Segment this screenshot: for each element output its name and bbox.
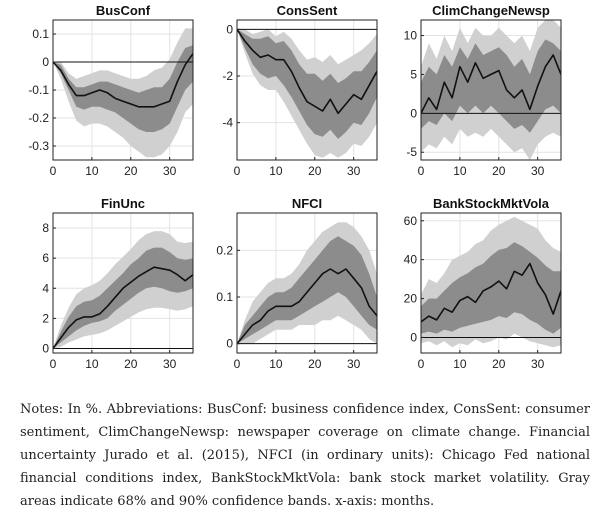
y-tick-label: 0 [226,337,233,351]
x-tick-label: 20 [124,164,138,178]
x-tick-label: 30 [347,357,361,371]
y-tick-label: 0.2 [216,243,233,257]
plot-area [421,20,561,160]
x-tick-label: 0 [234,164,241,178]
x-tick-label: 20 [492,357,506,371]
x-tick-label: 10 [453,357,467,371]
y-tick-label: 6 [42,251,49,265]
x-tick-label: 10 [85,357,99,371]
panel-conssent: 0 10 20 30 0 -2 -4 ConsSent [222,3,377,178]
x-tick-label: 20 [308,164,322,178]
y-tick-label: 40 [404,253,418,267]
plot-area [53,213,193,353]
plot-area [53,20,193,160]
y-tick-label: 8 [42,221,49,235]
y-tick-label: -0.3 [28,139,49,153]
y-tick-label: 4 [42,281,49,295]
panel-title: BusConf [96,3,151,18]
x-tick-label: 10 [85,164,99,178]
x-tick-label: 20 [308,357,322,371]
y-tick-label: 60 [404,214,418,228]
plot-area [237,213,377,353]
x-tick-label: 0 [50,164,57,178]
x-tick-label: 20 [124,357,138,371]
y-tick-label: 2 [42,311,49,325]
y-tick-label: 0.1 [32,27,49,41]
panel-busconf: 0 10 20 30 0.1 0 -0.1 -0.2 -0.3 BusConf [28,3,193,178]
x-tick-label: 20 [492,164,506,178]
y-tick-label: 20 [404,292,418,306]
y-tick-label: 0 [410,106,417,120]
x-tick-label: 10 [453,164,467,178]
x-tick-label: 30 [531,357,545,371]
panel-title: FinUnc [101,196,145,211]
plot-area [421,213,561,353]
y-tick-label: -0.2 [28,111,49,125]
x-tick-label: 30 [531,164,545,178]
x-tick-label: 0 [418,164,425,178]
y-tick-label: 0 [410,330,417,344]
x-tick-label: 30 [163,357,177,371]
y-tick-label: 0 [226,22,233,36]
y-tick-label: -2 [222,69,233,83]
y-tick-label: -0.1 [28,83,49,97]
y-tick-label: 10 [404,29,418,43]
y-tick-label: -5 [406,145,417,159]
panel-nfci: 0 10 20 30 0.2 0.1 0 NFCI [216,196,377,371]
x-tick-label: 0 [418,357,425,371]
y-tick-label: 0 [42,55,49,69]
x-tick-label: 10 [269,357,283,371]
y-tick-label: 0.1 [216,290,233,304]
y-tick-label: 0 [42,341,49,355]
y-tick-label: -4 [222,116,233,130]
x-tick-label: 10 [269,164,283,178]
panel-bankstockmktvola: 0 10 20 30 60 40 20 0 BankStockMktVola [404,196,561,371]
x-tick-label: 30 [347,164,361,178]
plot-area [237,20,377,160]
panel-title: BankStockMktVola [433,196,550,211]
panel-title: ClimChangeNewsp [432,3,550,18]
y-tick-label: 5 [410,67,417,81]
x-tick-label: 0 [234,357,241,371]
panel-title: ConsSent [277,3,338,18]
x-tick-label: 30 [163,164,177,178]
x-tick-label: 0 [50,357,57,371]
panel-title: NFCI [292,196,322,211]
figure-notes: Notes: In %. Abbreviations: BusConf: bus… [20,398,590,513]
